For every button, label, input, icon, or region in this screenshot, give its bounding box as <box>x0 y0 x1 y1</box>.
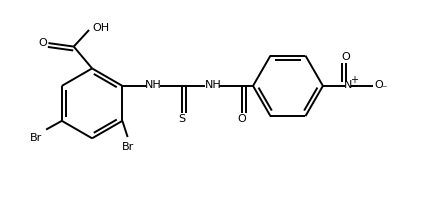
Text: NH: NH <box>205 80 221 90</box>
Text: ⁻: ⁻ <box>382 84 387 94</box>
Text: S: S <box>179 114 186 124</box>
Text: O: O <box>342 52 351 62</box>
Text: N: N <box>344 80 352 89</box>
Text: O: O <box>374 80 383 90</box>
Text: Br: Br <box>30 133 42 143</box>
Text: Br: Br <box>122 142 134 152</box>
Text: O: O <box>238 114 247 124</box>
Text: O: O <box>38 38 47 48</box>
Text: NH: NH <box>145 80 162 90</box>
Text: +: + <box>351 75 358 85</box>
Text: OH: OH <box>92 23 110 33</box>
